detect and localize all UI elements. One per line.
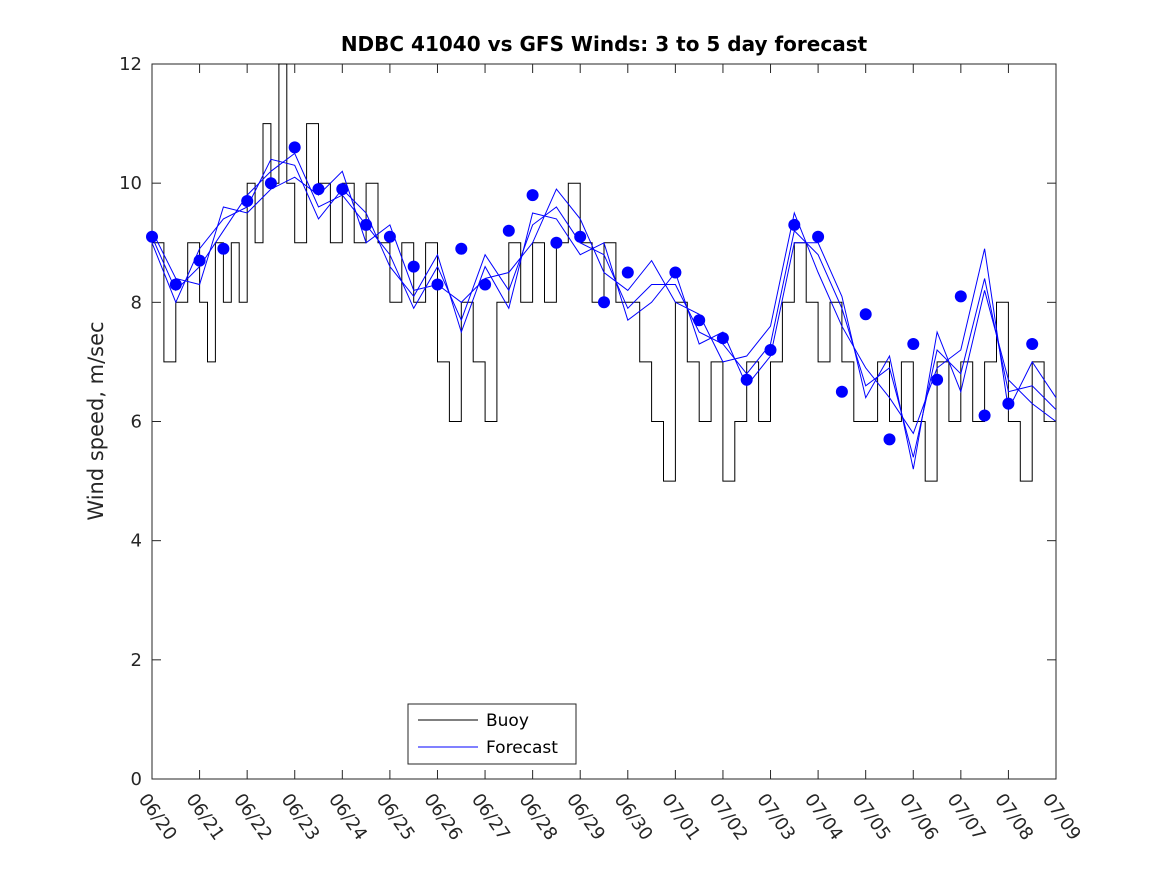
forecast-marker — [621, 266, 634, 279]
forecast-marker — [978, 409, 991, 422]
forecast-marker — [217, 242, 230, 255]
legend: Buoy Forecast — [407, 703, 577, 765]
forecast-marker — [1002, 397, 1015, 410]
forecast-marker — [193, 254, 206, 267]
forecast-marker — [693, 314, 706, 327]
y-tick-label: 6 — [131, 412, 142, 433]
forecast-marker — [574, 230, 587, 243]
forecast-marker — [883, 433, 896, 446]
y-tick-label: 8 — [131, 292, 142, 313]
forecast-marker — [835, 385, 848, 398]
forecast-marker — [812, 230, 825, 243]
forecast-marker — [407, 260, 420, 273]
forecast-marker — [1026, 338, 1039, 350]
forecast-line-1 — [151, 152, 1057, 458]
y-axis-label: Wind speed, m/sec — [84, 321, 108, 520]
forecast-marker — [241, 195, 254, 207]
forecast-marker — [360, 218, 373, 231]
forecast-marker — [336, 183, 349, 196]
y-tick-label: 4 — [131, 531, 142, 552]
forecast-marker — [716, 332, 729, 345]
forecast-marker — [264, 177, 277, 190]
y-tick-label: 10 — [119, 173, 142, 194]
axis-ticks — [151, 63, 1057, 780]
y-tick-label: 2 — [131, 650, 142, 671]
forecast-marker — [788, 218, 801, 231]
forecast-marker — [312, 183, 325, 196]
forecast-marker — [859, 308, 872, 321]
forecast-marker — [954, 290, 967, 303]
forecast-marker — [383, 230, 396, 243]
forecast-series — [151, 152, 1057, 470]
forecast-marker — [907, 338, 920, 350]
forecast-marker — [598, 296, 610, 309]
forecast-marker — [146, 230, 158, 243]
forecast-marker — [288, 141, 301, 154]
forecast-marker — [431, 278, 444, 291]
forecast-marker — [502, 224, 515, 237]
forecast-marker — [740, 373, 753, 386]
legend-buoy-label: Buoy — [486, 711, 529, 731]
forecast-marker — [479, 278, 492, 291]
plot-area — [146, 63, 1057, 780]
chart-title: NDBC 41040 vs GFS Winds: 3 to 5 day fore… — [341, 32, 868, 56]
forecast-marker — [169, 278, 182, 291]
forecast-marker — [550, 236, 563, 249]
legend-box — [407, 703, 577, 765]
forecast-marker — [931, 373, 944, 386]
y-tick-label: 0 — [131, 769, 142, 790]
forecast-line-3 — [151, 158, 1057, 470]
forecast-marker — [669, 266, 682, 279]
y-tick-labels: 0 2 4 6 8 10 12 — [119, 54, 142, 790]
forecast-markers — [146, 141, 1039, 446]
legend-forecast-label: Forecast — [486, 738, 558, 758]
forecast-marker — [526, 189, 539, 202]
forecast-marker — [455, 242, 468, 255]
y-tick-label: 12 — [119, 54, 142, 75]
forecast-marker — [764, 344, 777, 356]
